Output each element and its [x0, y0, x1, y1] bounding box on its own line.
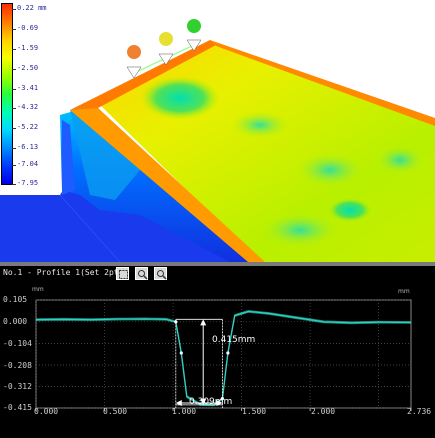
width-arrow-head-right [216, 400, 223, 406]
profile-title: No.1 - Profile 1(Set 2pt.) [3, 268, 129, 277]
zoom-in-button[interactable] [135, 267, 148, 280]
width-arrow-head-left [175, 400, 182, 406]
height-arrow-head-bottom [200, 398, 207, 405]
scale-tick-mark [12, 89, 16, 90]
profile-chart[interactable]: mm mm 0.105 0.000 -0.104 -0.208 -0.312 -… [0, 282, 435, 438]
color-scale: 0.22 mm -0.69 -1.59 -2.50 -3.41 -4.32 -5… [0, 0, 62, 187]
measure-point [220, 397, 225, 401]
profile-plot [35, 299, 412, 411]
scale-tick-mark [12, 165, 16, 166]
scale-label-3: -2.50 [17, 64, 39, 72]
y-tick-label: -0.104 [3, 339, 32, 348]
scale-tick-mark [12, 128, 16, 129]
y-tick-label: -0.415 [3, 403, 32, 412]
scale-tick-mark [12, 69, 16, 70]
scale-label-7: -6.13 [17, 143, 39, 151]
y-tick-label: 0.105 [3, 295, 28, 304]
y-tick-label: -0.208 [3, 361, 32, 370]
scale-label-1: -0.69 [17, 24, 39, 32]
scale-label-9: -7.95 [17, 179, 39, 187]
marker-2[interactable] [158, 32, 174, 66]
measure-point [179, 351, 183, 355]
height-arrow-head-top [200, 319, 207, 326]
y-tick-label: 0.000 [3, 317, 28, 326]
x-tick-label: 2.736 [407, 407, 432, 416]
x-tick-label: 1.500 [242, 407, 267, 416]
x-tick-label: 2.000 [311, 407, 336, 416]
scale-tick-mark [12, 108, 16, 109]
panel-divider[interactable] [0, 262, 435, 266]
fit-view-button[interactable] [116, 267, 129, 280]
scale-label-2: -1.59 [17, 44, 39, 52]
height-measurement-label: 0.415mm [212, 335, 256, 345]
scale-tick-mark [12, 184, 16, 185]
scale-label-8: -7.04 [17, 160, 39, 168]
scale-label-0: 0.22 mm [17, 4, 47, 12]
scale-tick-mark [12, 29, 16, 30]
profile-markers [126, 19, 202, 79]
y-tick-label: -0.312 [3, 382, 32, 391]
profile-series-line [35, 309, 412, 405]
scale-tick-mark [12, 49, 16, 50]
width-measurement-label: 0.309mm [189, 397, 233, 407]
zoom-out-icon [157, 270, 167, 280]
x-tick-label: 0.500 [103, 407, 128, 416]
measure-point [226, 351, 230, 355]
scale-tick-mark [12, 148, 16, 149]
scale-tick-mark [12, 9, 16, 10]
scale-label-5: -4.32 [17, 103, 39, 111]
zoom-out-button[interactable] [154, 267, 167, 280]
x-tick-label: 1.000 [172, 407, 197, 416]
profile-series-line [35, 310, 412, 406]
scale-label-6: -5.22 [17, 123, 39, 131]
height-map-3d-view[interactable]: 0.22 mm -0.69 -1.59 -2.50 -3.41 -4.32 -5… [0, 0, 435, 262]
x-unit-label: mm [398, 288, 410, 295]
measure-point [174, 320, 178, 324]
profile-series-line [35, 311, 412, 407]
marker-3[interactable] [186, 19, 202, 52]
fit-view-icon [119, 270, 128, 279]
profile-toolbar: No.1 - Profile 1(Set 2pt.) [0, 266, 435, 282]
marker-1[interactable] [126, 45, 142, 79]
zoom-in-icon [138, 270, 148, 280]
y-unit-label: mm [32, 286, 44, 293]
scale-label-4: -3.41 [17, 84, 39, 92]
color-scale-bar [1, 3, 13, 185]
height-map-surface [0, 40, 435, 262]
x-tick-label: 0.000 [34, 407, 59, 416]
